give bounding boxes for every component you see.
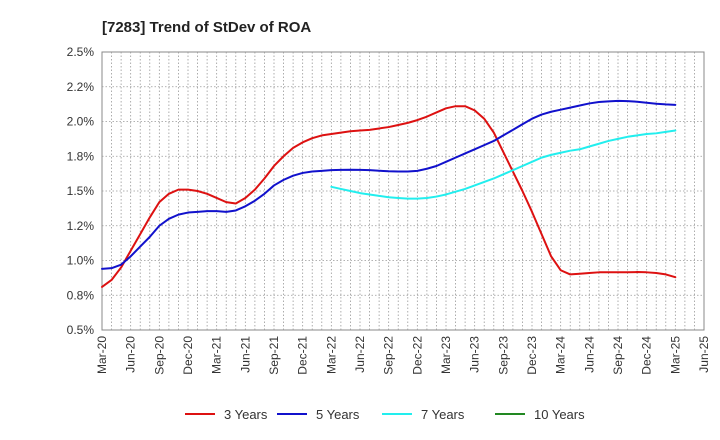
x-tick-label: Mar-21 [210, 336, 224, 374]
x-tick-label: Jun-20 [124, 336, 138, 373]
y-tick-label: 1.2% [67, 219, 95, 233]
y-tick-label: 1.0% [67, 254, 95, 268]
series-line-3-years [101, 105, 677, 288]
x-tick-label: Mar-20 [95, 336, 109, 374]
y-tick-label: 2.5% [67, 45, 95, 59]
chart-title: [7283] Trend of StDev of ROA [102, 19, 311, 36]
x-tick-label: Dec-22 [410, 336, 424, 375]
x-tick-label: Sep-23 [496, 336, 510, 375]
x-tick-label: Dec-23 [525, 336, 539, 375]
y-tick-label: 0.8% [67, 288, 95, 302]
x-tick-label: Mar-22 [324, 336, 338, 374]
y-tick-label: 2.0% [67, 115, 95, 129]
x-tick-label: Jun-21 [238, 336, 252, 373]
x-tick-label: Sep-20 [152, 336, 166, 375]
y-tick-label: 1.5% [67, 184, 95, 198]
x-tick-label: Jun-25 [697, 336, 711, 373]
legend-label: 3 Years [224, 407, 268, 422]
x-tick-label: Dec-21 [296, 336, 310, 375]
x-tick-label: Jun-24 [582, 336, 596, 373]
x-tick-label: Mar-23 [439, 336, 453, 374]
y-tick-label: 1.8% [67, 149, 95, 163]
x-tick-label: Dec-20 [181, 336, 195, 375]
x-axis-tick-labels: Mar-20 Jun-20 Sep-20 Dec-20 Mar-21 Jun-21 Sep-… [95, 336, 711, 375]
x-tick-label: Jun-23 [468, 336, 482, 373]
y-tick-label: 2.2% [67, 80, 95, 94]
x-tick-label: Jun-22 [353, 336, 367, 373]
series-line-5-years [101, 99, 677, 270]
vertical-gridlines [111, 52, 695, 330]
legend: 3 Years 5 Years 7 Years 10 Years [185, 407, 585, 422]
horizontal-gridlines [102, 86, 704, 296]
series-lines [101, 99, 677, 288]
x-tick-label: Mar-25 [668, 336, 682, 374]
y-axis-tick-labels: 0.5% 0.8% 1.0% 1.2% 1.5% 1.8% 2.0% 2.2% 2.5% [67, 45, 95, 337]
x-tick-label: Sep-24 [611, 336, 625, 375]
x-tick-label: Mar-24 [554, 336, 568, 374]
y-tick-label: 0.5% [67, 323, 95, 337]
x-tick-label: Dec-24 [640, 336, 654, 375]
legend-label: 10 Years [534, 407, 585, 422]
x-tick-label: Sep-22 [382, 336, 396, 375]
legend-label: 7 Years [421, 407, 465, 422]
legend-label: 5 Years [316, 407, 360, 422]
series-line-7-years [330, 129, 677, 200]
x-tick-label: Sep-21 [267, 336, 281, 375]
